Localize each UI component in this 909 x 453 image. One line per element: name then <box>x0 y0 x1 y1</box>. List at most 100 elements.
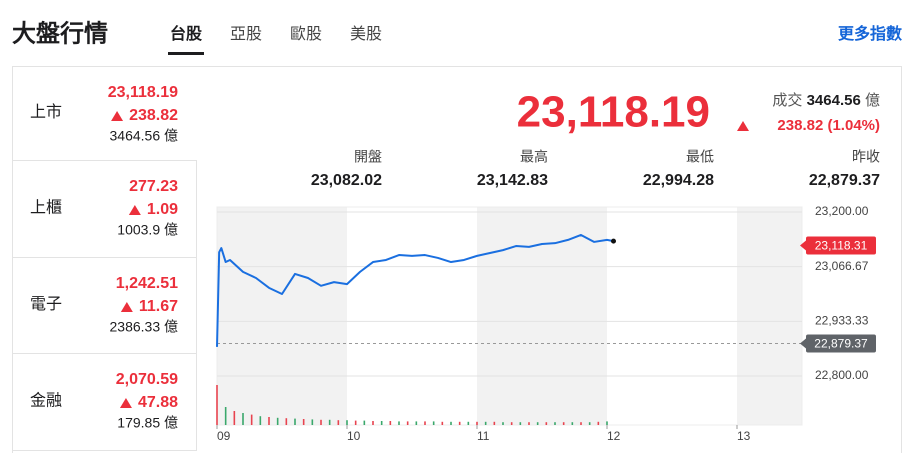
volume-bar <box>372 421 374 425</box>
volume-bar <box>467 421 470 425</box>
volume-bar <box>311 419 314 425</box>
up-icon <box>128 205 141 215</box>
up-icon <box>737 121 749 131</box>
market-volume: 2386.33 億 <box>110 319 179 335</box>
volume-bar <box>493 421 496 425</box>
current-tag <box>806 236 876 255</box>
y-tick-label: 22,800.00 <box>815 368 869 382</box>
volume-bar <box>259 416 262 425</box>
stat-label: 開盤 <box>354 149 382 165</box>
volume-bar <box>450 421 452 425</box>
volume-bar <box>502 422 504 425</box>
volume-bar <box>519 422 522 425</box>
volume-bar <box>380 421 383 425</box>
volume-bar <box>545 422 548 425</box>
market-value: 277.23 <box>129 178 178 195</box>
y-tick-label: 23,066.67 <box>815 259 869 273</box>
volume-bar <box>554 422 556 425</box>
title: 大盤行情 <box>12 19 108 47</box>
volume-bar <box>588 422 591 425</box>
tab[interactable]: 歐股 <box>290 25 322 43</box>
volume-bar <box>406 421 409 425</box>
market-value: 23,118.19 <box>108 84 178 101</box>
market-change: 1.09 <box>147 201 178 218</box>
more-link[interactable]: 更多指數 <box>838 24 902 43</box>
volume-bar <box>250 414 253 425</box>
market-name: 上市 <box>30 103 62 121</box>
volume-bar <box>242 413 244 425</box>
stat-value: 22,994.28 <box>643 172 714 189</box>
market-name: 金融 <box>30 392 62 410</box>
x-tick-label: 10 <box>347 429 361 443</box>
last-point <box>611 238 616 244</box>
volume-bar <box>528 422 530 425</box>
session-shade <box>737 207 802 425</box>
volume-bar <box>510 422 513 425</box>
market-volume: 1003.9 億 <box>117 222 178 238</box>
current-label: 23,118.31 <box>815 239 868 253</box>
market-change: 238.82 <box>129 107 178 124</box>
big-price: 23,118.19 <box>517 88 710 137</box>
volume-bar <box>606 421 608 425</box>
volume-bar <box>320 419 322 425</box>
market-value: 1,242.51 <box>116 275 178 292</box>
stat-value: 23,082.02 <box>311 172 382 189</box>
volume-bar <box>398 421 400 425</box>
volume-bar <box>216 385 218 425</box>
market-change: 47.88 <box>138 394 178 411</box>
volume-bar <box>536 422 539 425</box>
tab-underline <box>168 52 204 55</box>
stat-label: 最高 <box>520 149 548 165</box>
volume-bar <box>424 421 426 425</box>
volume-bar <box>233 411 236 425</box>
volume-bar <box>363 420 366 425</box>
market-row[interactable] <box>12 160 197 258</box>
volume-bar <box>294 418 296 425</box>
volume-bar <box>597 421 600 425</box>
up-icon <box>111 111 124 121</box>
market-name: 上櫃 <box>30 199 62 217</box>
market-row[interactable] <box>12 257 197 354</box>
volume-label: 成交 <box>772 91 802 109</box>
session-shade <box>217 207 347 425</box>
volume-bar <box>562 422 565 425</box>
volume-bar <box>476 421 478 425</box>
reference-tag <box>806 334 876 353</box>
volume-bar <box>302 419 305 425</box>
volume-unit: 億 <box>865 92 880 109</box>
volume-value: 3464.56 <box>807 92 861 109</box>
market-value: 2,070.59 <box>116 371 178 388</box>
stat-label: 最低 <box>686 149 714 165</box>
volume-bar <box>276 417 279 425</box>
market-volume: 179.85 億 <box>117 415 178 431</box>
x-tick-label: 13 <box>737 429 751 443</box>
volume-bar <box>328 419 331 425</box>
volume-bar <box>354 420 357 425</box>
tab[interactable]: 美股 <box>350 25 382 43</box>
volume-bar <box>441 421 444 425</box>
volume-bar <box>458 421 461 425</box>
market-name: 電子 <box>30 295 62 313</box>
volume-bar <box>337 420 340 425</box>
volume-bar <box>432 421 435 425</box>
volume-bar <box>285 418 288 425</box>
stat-label: 昨收 <box>852 149 880 165</box>
market-row[interactable] <box>12 353 197 451</box>
up-icon <box>119 398 132 408</box>
x-tick-label: 12 <box>607 429 621 443</box>
volume-bar <box>268 417 270 425</box>
change: 238.82 (1.04%) <box>777 117 880 134</box>
x-tick-label: 11 <box>477 429 490 443</box>
volume-bar <box>389 421 392 425</box>
volume-bar <box>484 421 487 425</box>
y-tick-label: 22,933.33 <box>815 314 869 328</box>
current-tag-arrow <box>800 240 806 251</box>
reference-tag-arrow <box>800 338 806 349</box>
tab[interactable]: 亞股 <box>230 25 262 43</box>
volume-bar <box>580 422 582 425</box>
stat-value: 23,142.83 <box>477 172 548 189</box>
volume-bar <box>346 420 348 425</box>
session-shade <box>477 207 607 425</box>
tab[interactable]: 台股 <box>170 24 203 43</box>
